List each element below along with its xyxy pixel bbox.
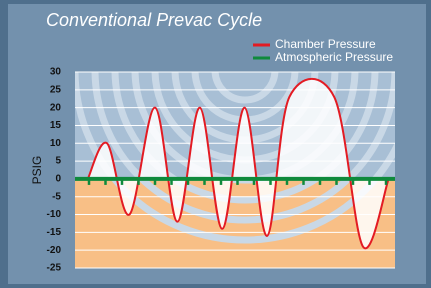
y-tick-label: -25 <box>47 263 62 274</box>
y-tick-label: -15 <box>47 227 62 238</box>
y-tick-label: 20 <box>50 102 62 113</box>
legend-label: Atmospheric Pressure <box>275 50 393 64</box>
y-tick-label: 25 <box>50 84 62 95</box>
y-tick-label: 0 <box>55 174 61 185</box>
y-tick-label: -20 <box>47 245 62 256</box>
y-tick-label: 15 <box>50 120 62 131</box>
y-tick-label: 10 <box>50 138 62 149</box>
chart-title: Conventional Prevac Cycle <box>46 10 262 30</box>
y-tick-label: 30 <box>50 67 62 78</box>
y-tick-label: 5 <box>55 156 61 167</box>
legend-label: Chamber Pressure <box>275 37 376 51</box>
y-tick-label: -5 <box>52 191 61 202</box>
y-tick-label: -10 <box>47 209 62 220</box>
y-axis-label: PSIG <box>30 156 44 185</box>
chart: Conventional Prevac Cycle PSIG 30 25 20 15 1… <box>0 0 431 288</box>
